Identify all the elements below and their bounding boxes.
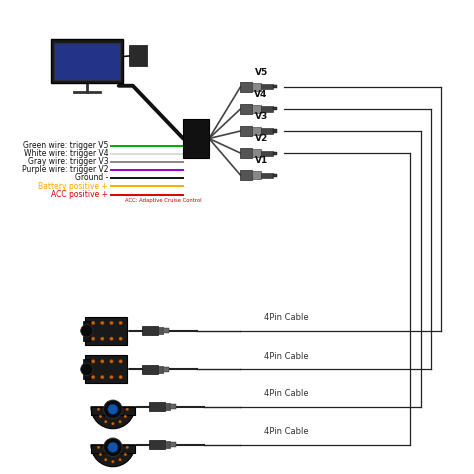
Circle shape bbox=[99, 453, 102, 456]
Bar bbox=[252, 171, 261, 179]
Circle shape bbox=[81, 363, 93, 375]
Bar bbox=[252, 105, 261, 113]
Circle shape bbox=[108, 404, 118, 414]
Circle shape bbox=[108, 442, 118, 452]
Bar bbox=[149, 440, 164, 449]
Circle shape bbox=[91, 360, 95, 363]
Circle shape bbox=[119, 360, 122, 363]
Text: Battery positive +: Battery positive + bbox=[38, 182, 108, 191]
Circle shape bbox=[118, 420, 121, 423]
Bar bbox=[240, 82, 252, 92]
Text: Purple wire: trigger V2: Purple wire: trigger V2 bbox=[22, 165, 108, 174]
Text: V4: V4 bbox=[255, 90, 268, 99]
Bar bbox=[85, 317, 127, 345]
Bar bbox=[129, 45, 147, 66]
Bar bbox=[164, 403, 170, 410]
Bar bbox=[142, 326, 158, 336]
Circle shape bbox=[119, 375, 122, 379]
Bar bbox=[158, 366, 163, 373]
Circle shape bbox=[100, 337, 104, 340]
Wedge shape bbox=[91, 407, 135, 428]
Circle shape bbox=[100, 360, 104, 363]
Text: ACC: Adaptive Cruise Control: ACC: Adaptive Cruise Control bbox=[125, 198, 201, 203]
Bar bbox=[273, 152, 277, 155]
Bar bbox=[261, 107, 273, 111]
Bar bbox=[163, 367, 169, 372]
Bar bbox=[252, 127, 261, 135]
Bar bbox=[273, 85, 277, 89]
Text: V5: V5 bbox=[255, 68, 268, 77]
Circle shape bbox=[110, 337, 113, 340]
Text: V2: V2 bbox=[255, 134, 268, 143]
Circle shape bbox=[97, 446, 100, 449]
Circle shape bbox=[111, 422, 114, 425]
Bar bbox=[252, 83, 261, 91]
Circle shape bbox=[100, 321, 104, 325]
Circle shape bbox=[91, 337, 95, 340]
Text: 4Pin Cable: 4Pin Cable bbox=[264, 389, 309, 398]
Circle shape bbox=[118, 458, 121, 461]
Bar bbox=[240, 126, 252, 136]
Bar bbox=[82, 359, 90, 379]
Wedge shape bbox=[91, 445, 135, 467]
Bar bbox=[240, 170, 252, 180]
Bar bbox=[252, 149, 261, 157]
Circle shape bbox=[81, 325, 93, 337]
Text: 4Pin Cable: 4Pin Cable bbox=[264, 428, 309, 436]
Circle shape bbox=[99, 415, 102, 418]
Bar bbox=[158, 328, 163, 334]
Bar bbox=[170, 404, 176, 410]
Bar bbox=[91, 445, 135, 453]
Circle shape bbox=[104, 420, 107, 423]
Circle shape bbox=[104, 438, 122, 456]
Circle shape bbox=[111, 460, 114, 463]
Text: 4Pin Cable: 4Pin Cable bbox=[264, 352, 309, 361]
Text: ACC positive +: ACC positive + bbox=[51, 190, 108, 199]
Bar bbox=[142, 365, 158, 374]
Bar bbox=[149, 402, 164, 411]
Text: Ground -: Ground - bbox=[75, 173, 108, 182]
Bar bbox=[51, 39, 123, 83]
Bar bbox=[273, 108, 277, 110]
Circle shape bbox=[119, 337, 122, 340]
Text: 4Pin Cable: 4Pin Cable bbox=[264, 313, 309, 322]
Bar bbox=[240, 104, 252, 114]
Bar bbox=[55, 43, 120, 80]
Text: Gray wire: trigger V3: Gray wire: trigger V3 bbox=[27, 157, 108, 166]
Circle shape bbox=[91, 321, 95, 325]
Bar bbox=[273, 173, 277, 177]
Text: V1: V1 bbox=[255, 156, 268, 165]
Circle shape bbox=[104, 400, 122, 419]
Bar bbox=[164, 441, 170, 448]
Circle shape bbox=[110, 375, 113, 379]
Bar bbox=[261, 84, 273, 90]
Circle shape bbox=[124, 453, 127, 456]
Bar bbox=[82, 321, 90, 341]
Bar bbox=[261, 151, 273, 155]
Bar bbox=[273, 129, 277, 133]
Circle shape bbox=[100, 375, 104, 379]
Bar bbox=[170, 442, 176, 447]
Text: V3: V3 bbox=[255, 112, 268, 121]
Circle shape bbox=[104, 458, 107, 461]
Bar bbox=[85, 355, 127, 383]
Circle shape bbox=[110, 360, 113, 363]
Bar bbox=[261, 128, 273, 134]
Circle shape bbox=[119, 321, 122, 325]
Bar bbox=[261, 173, 273, 178]
Circle shape bbox=[110, 321, 113, 325]
Text: Green wire: trigger V5: Green wire: trigger V5 bbox=[23, 141, 108, 150]
Circle shape bbox=[91, 375, 95, 379]
Bar bbox=[91, 407, 135, 415]
Bar bbox=[240, 148, 252, 158]
Circle shape bbox=[97, 408, 100, 410]
Circle shape bbox=[126, 446, 128, 449]
Text: White wire: trigger V4: White wire: trigger V4 bbox=[24, 149, 108, 158]
Bar bbox=[163, 328, 169, 333]
Circle shape bbox=[124, 415, 127, 418]
Circle shape bbox=[126, 408, 128, 410]
Bar bbox=[183, 118, 209, 158]
